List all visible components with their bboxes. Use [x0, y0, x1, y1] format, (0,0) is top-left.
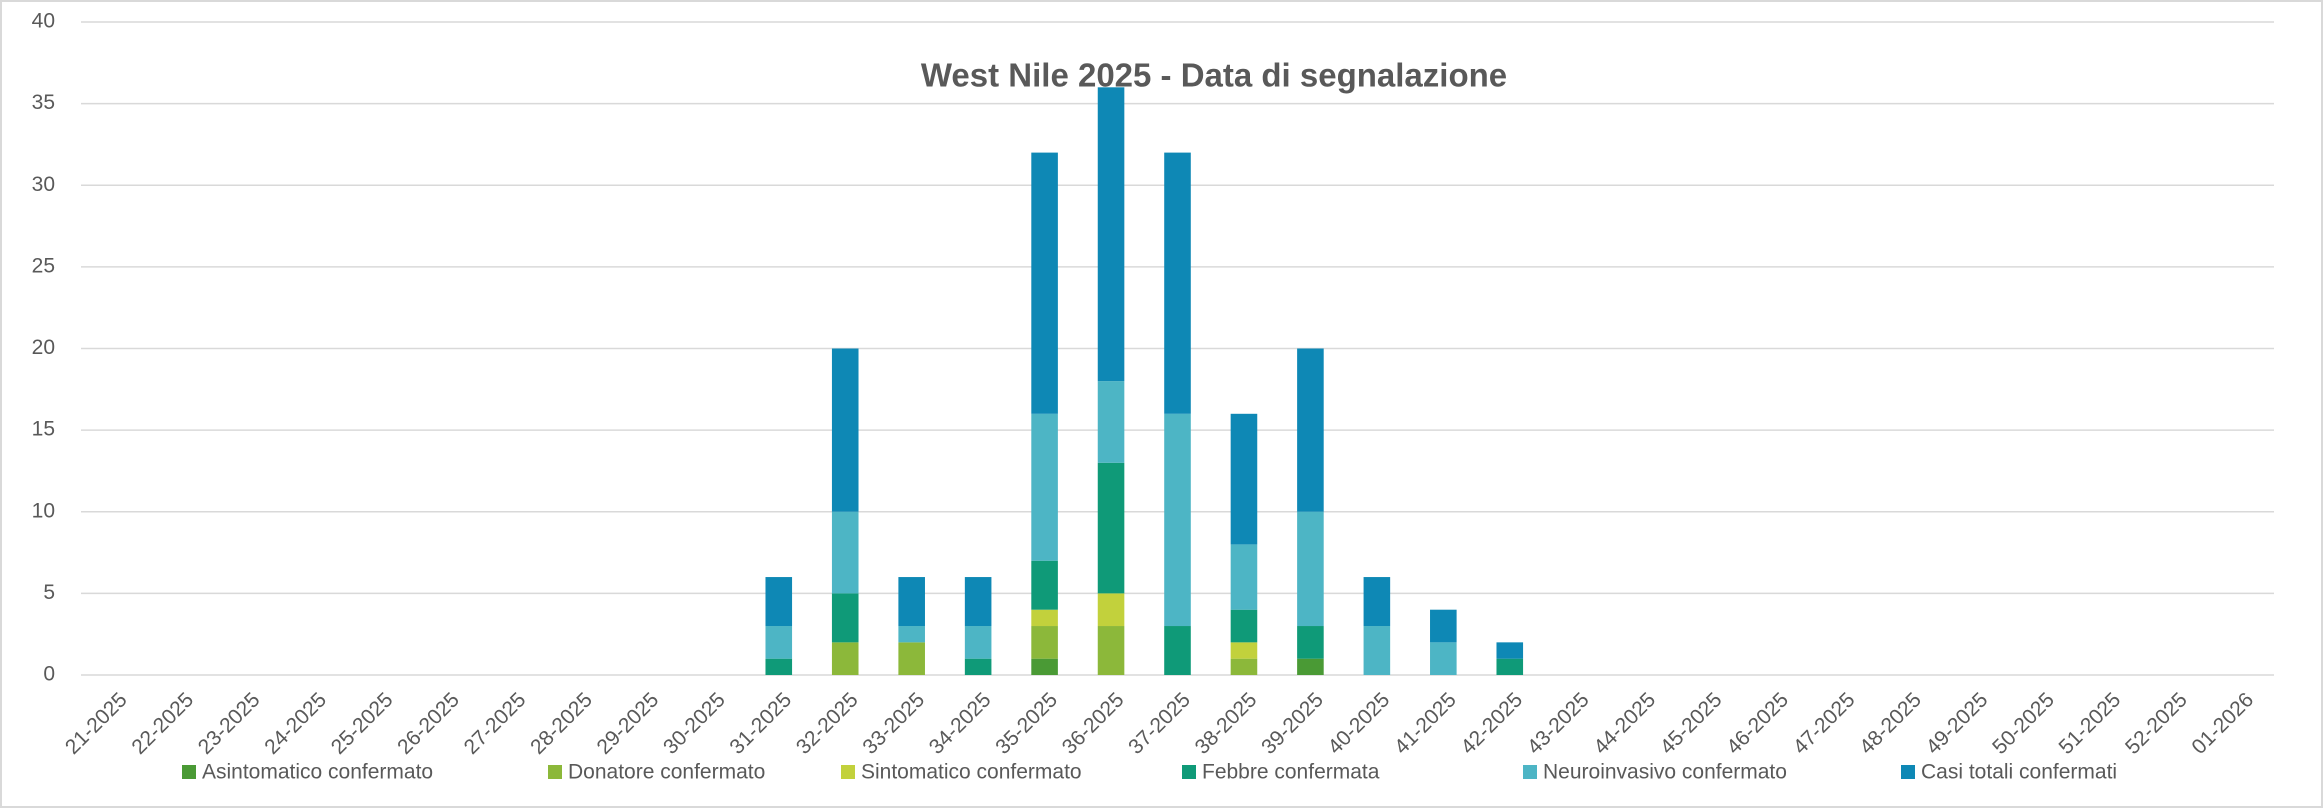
bar-segment: [831, 642, 859, 675]
bar-segment: [1230, 642, 1258, 659]
bar-segment: [1297, 626, 1324, 659]
bar-segment: [1031, 609, 1058, 627]
legend-label: Casi totali confermati: [1921, 761, 2117, 784]
y-tick-label: 0: [43, 663, 55, 686]
legend-swatch: [1182, 765, 1196, 779]
legend-label: Febbre confermata: [1202, 761, 1380, 784]
bar-segment: [1297, 348, 1324, 512]
bar-segment: [1230, 658, 1258, 675]
y-tick-label: 40: [32, 10, 55, 33]
bar-segment: [1097, 593, 1125, 627]
bar-segment: [964, 577, 992, 627]
bar-segment: [1031, 560, 1058, 610]
legend-label: Sintomatico confermato: [861, 761, 1082, 784]
legend-swatch: [548, 765, 562, 779]
bar-segment: [1230, 544, 1258, 610]
legend-swatch: [1523, 765, 1537, 779]
legend-swatch: [1901, 765, 1915, 779]
bar-segment: [898, 626, 925, 643]
bar-segment: [964, 658, 992, 675]
y-tick-label: 25: [32, 254, 55, 277]
chart-title: West Nile 2025 - Data di segnalazione: [921, 57, 1507, 94]
bar-segment: [1164, 413, 1191, 627]
y-tick-label: 5: [43, 581, 55, 604]
bar-segment: [831, 511, 859, 594]
bar-segment: [1230, 413, 1258, 545]
legend-label: Donatore confermato: [568, 761, 765, 784]
bar-segment: [1031, 152, 1058, 414]
bar-segment: [1430, 609, 1457, 643]
legend-swatch: [182, 765, 196, 779]
bar-segment: [1031, 413, 1058, 561]
y-tick-label: 20: [32, 336, 55, 359]
bar-segment: [1164, 152, 1191, 414]
y-tick-label: 15: [32, 418, 55, 441]
bar-segment: [765, 626, 793, 659]
bar-segment: [1097, 462, 1125, 594]
bar-segment: [1097, 381, 1125, 463]
bar-segment: [1363, 577, 1391, 627]
y-tick-label: 10: [32, 499, 55, 522]
bar-segment: [1297, 658, 1324, 675]
bar-segment: [1230, 609, 1258, 643]
bar-segment: [898, 642, 925, 675]
bar-segment: [831, 348, 859, 512]
bar-segment: [1097, 87, 1125, 382]
bar-segment: [765, 577, 793, 627]
bar-segment: [1097, 626, 1125, 675]
bar-segment: [1297, 511, 1324, 627]
bar-segment: [898, 577, 925, 627]
bar-segment: [1031, 626, 1058, 659]
bar-segment: [765, 658, 793, 675]
legend-label: Asintomatico confermato: [202, 761, 433, 784]
legend-swatch: [841, 765, 855, 779]
bar-segment: [1363, 626, 1391, 675]
y-tick-label: 30: [32, 173, 55, 196]
legend-label: Neuroinvasivo confermato: [1543, 761, 1787, 784]
bar-segment: [1496, 642, 1524, 659]
bar-segment: [964, 626, 992, 659]
bar-segment: [1164, 626, 1191, 675]
bar-segment: [1496, 658, 1524, 675]
bar-segment: [1430, 642, 1457, 675]
y-tick-label: 35: [32, 91, 55, 114]
bar-segment: [831, 593, 859, 643]
bar-segment: [1031, 658, 1058, 675]
